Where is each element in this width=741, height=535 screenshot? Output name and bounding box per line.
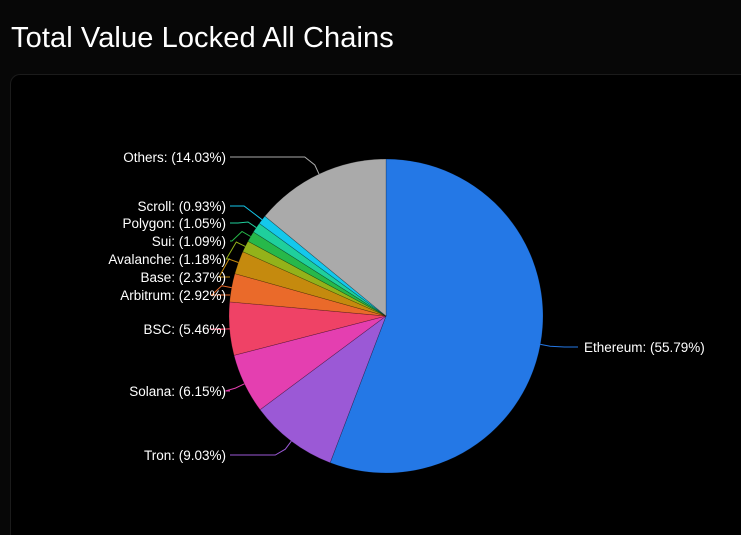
data-label-scroll: Scroll: (0.93%) [137, 199, 226, 214]
leader-line-solana [225, 383, 245, 392]
data-label-solana: Solana: (6.15%) [129, 384, 226, 399]
pie-slice-others[interactable] [264, 158, 387, 317]
pie-slice-polygon[interactable] [252, 222, 387, 317]
data-label-avalanche: Avalanche: (1.18%) [108, 252, 226, 267]
leader-line-ethereum [540, 343, 578, 348]
data-label-others: Others: (14.03%) [123, 150, 226, 165]
leader-line-sui [230, 230, 251, 242]
leader-line-others [230, 156, 320, 175]
data-label-bsc: BSC: (5.46%) [143, 322, 226, 337]
data-label-polygon: Polygon: (1.05%) [122, 216, 226, 231]
leader-line-base [218, 258, 239, 278]
leader-line-arbitrum [210, 285, 232, 296]
pie-chart: Ethereum: (55.79%) Tron: (9.03%) Solana: (… [108, 150, 705, 474]
leader-line-polygon [230, 221, 257, 229]
pie-slice-tron[interactable] [259, 315, 387, 464]
pie-slice-scroll[interactable] [258, 215, 387, 317]
pie-slice-ethereum[interactable] [329, 158, 544, 474]
data-label-sui: Sui: (1.09%) [152, 234, 226, 249]
data-label-arbitrum: Arbitrum: (2.92%) [120, 288, 226, 303]
leader-line-scroll [230, 205, 263, 221]
leader-line-tron [230, 440, 292, 456]
data-label-base: Base: (2.37%) [140, 270, 226, 285]
data-label-tron: Tron: (9.03%) [144, 448, 226, 463]
leader-line-bsc [209, 328, 230, 331]
data-label-ethereum: Ethereum: (55.79%) [584, 340, 705, 355]
page-title: Total Value Locked All Chains [11, 22, 394, 54]
pie-slice-sui[interactable] [247, 231, 387, 317]
leader-line-avalanche [225, 241, 246, 260]
